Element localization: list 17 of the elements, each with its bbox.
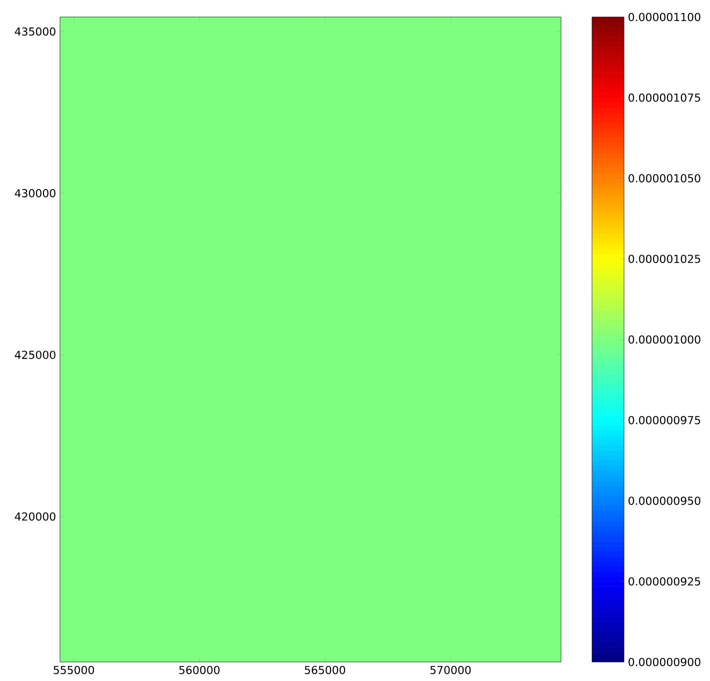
color-bar-label: 0.000000950	[628, 496, 700, 505]
color-bar-label: 0.000001000	[628, 335, 700, 344]
y-tick-label: 425000	[14, 350, 56, 359]
y-tick-label: 435000	[14, 27, 56, 36]
color-bar-label: 0.000001050	[628, 174, 700, 182]
x-tick-label: 560000	[179, 666, 220, 674]
y-tick-label: 420000	[14, 512, 56, 521]
color-bar-label: 0.000000900	[628, 658, 700, 666]
y-tick-label: 430000	[14, 189, 56, 198]
color-bar-label: 0.000001075	[628, 93, 700, 102]
color-bar-label: 0.000000975	[628, 416, 700, 424]
color-bar-label: 0.000000925	[628, 577, 700, 586]
x-tick-label: 555000	[54, 666, 94, 674]
color-bar-label: 0.000001100	[628, 12, 700, 22]
x-tick-label: 570000	[430, 666, 471, 674]
color-bar-label: 0.000001025	[628, 254, 700, 264]
x-tick-label: 565000	[304, 666, 346, 674]
